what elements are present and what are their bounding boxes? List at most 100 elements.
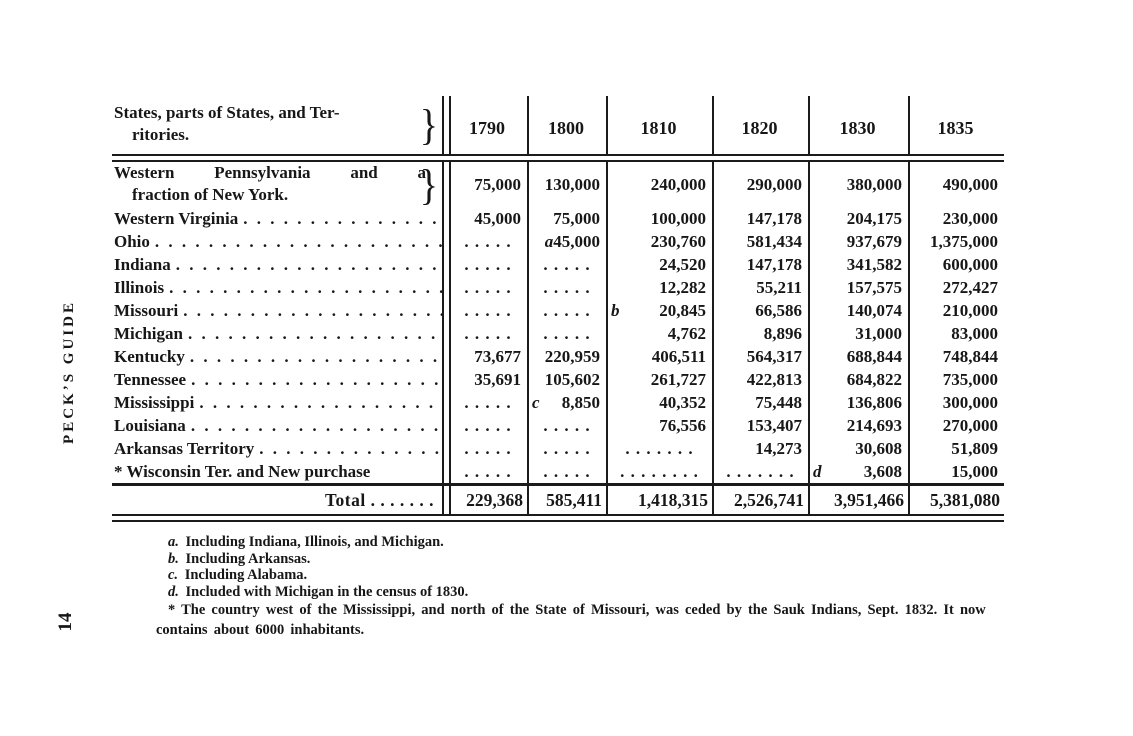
- label-text: Tennessee: [114, 370, 187, 389]
- dot-leader: . . . . . . . . . . . . . . . . . . . . …: [169, 278, 442, 297]
- table-cell: . . . . .: [527, 460, 606, 483]
- brace-glyph: }: [419, 162, 438, 207]
- table-cell: 30,608: [808, 437, 908, 460]
- table-cell: 937,679: [808, 230, 908, 253]
- table-cell: 581,434: [712, 230, 808, 253]
- table-cell: 157,575: [808, 276, 908, 299]
- footnote-star: * The country west of the Mississippi, a…: [156, 602, 986, 638]
- label-text: Indiana: [114, 255, 171, 274]
- table-cell: 40,352: [606, 391, 712, 414]
- row-label: Michigan. . . . . . . . . . . . . . . . …: [112, 322, 442, 345]
- brace-glyph: }: [419, 100, 438, 150]
- table-cell: 270,000: [908, 414, 1004, 437]
- table-cell: 1835: [908, 96, 1004, 154]
- table-cell: 688,844: [808, 345, 908, 368]
- table-cell: 5,381,080: [908, 486, 1004, 514]
- table-cell: 1,375,000: [908, 230, 1004, 253]
- table-cell: . . . . . . .: [712, 460, 808, 483]
- table-cell: . . . . .: [442, 322, 527, 345]
- footnotes: a. Including Indiana, Illinois, and Mich…: [156, 534, 994, 640]
- dot-leader: . . . . . . . . . . . . . . . . . . . . …: [243, 209, 442, 228]
- table-cell: . . . . . . . .: [606, 460, 712, 483]
- table-cell: 230,000: [908, 207, 1004, 230]
- table-cell: 130,000: [527, 162, 606, 207]
- table-cell: 490,000: [908, 162, 1004, 207]
- row-label: Missouri. . . . . . . . . . . . . . . . …: [112, 299, 442, 322]
- footnote-d: d. Included with Michigan in the census …: [168, 583, 469, 600]
- table-cell: 100,000: [606, 207, 712, 230]
- table-cell: . . . . .: [442, 253, 527, 276]
- footnote-a: a. Including Indiana, Illinois, and Mich…: [168, 534, 444, 550]
- table-cell: . . . . .: [442, 460, 527, 483]
- table-cell: 75,448: [712, 391, 808, 414]
- dot-leader: . . . . . . . . . . . . . . . . . . . . …: [189, 347, 442, 366]
- table-cell: 66,586: [712, 299, 808, 322]
- table-cell: 380,000: [808, 162, 908, 207]
- table-cell: 1830: [808, 96, 908, 154]
- label-text: Louisiana: [114, 416, 186, 435]
- table-cell: 220,959: [527, 345, 606, 368]
- label-text: Arkansas Territory: [114, 439, 255, 458]
- table-cell: 35,691: [442, 368, 527, 391]
- table-cell: 300,000: [908, 391, 1004, 414]
- table-header-label: States, parts of States, and Ter-ritorie…: [112, 96, 442, 154]
- table-cell: 272,427: [908, 276, 1004, 299]
- row-label: Tennessee. . . . . . . . . . . . . . . .…: [112, 368, 442, 391]
- total-label: Total . . . . . . .: [324, 490, 434, 510]
- table-cell: . . . . .: [527, 437, 606, 460]
- row-label: Kentucky. . . . . . . . . . . . . . . . …: [112, 345, 442, 368]
- header-divider-rule: [112, 154, 1004, 162]
- footnote-b: b. Including Arkansas.: [168, 550, 311, 567]
- cell-value: 20,845: [659, 301, 706, 320]
- footnote-c: c. Including Alabama.: [168, 567, 308, 584]
- table-cell: . . . . .: [527, 253, 606, 276]
- label-line-1: Western Pennsylvania and a: [114, 163, 426, 182]
- page-number: 14: [55, 612, 76, 632]
- row-label: Mississippi. . . . . . . . . . . . . . .…: [112, 391, 442, 414]
- table-cell: . . . . .: [442, 299, 527, 322]
- dot-leader: . . . . . . . . . . . . . . . . . . . . …: [190, 416, 442, 435]
- table-cell: 1800: [527, 96, 606, 154]
- table-cell: 24,520: [606, 253, 712, 276]
- cell-value: 3,608: [863, 462, 902, 481]
- table-cell: 15,000: [908, 460, 1004, 483]
- table-cell: . . . . . . .: [606, 437, 712, 460]
- table-cell: 406,511: [606, 345, 712, 368]
- table-cell: 240,000: [606, 162, 712, 207]
- table-cell: 261,727: [606, 368, 712, 391]
- table-cell: 45,000: [442, 207, 527, 230]
- table-cell: 290,000: [712, 162, 808, 207]
- table-cell: 8,896: [712, 322, 808, 345]
- footnote-mark: c.: [168, 567, 179, 584]
- table-cell: 31,000: [808, 322, 908, 345]
- label-text: Ohio: [114, 232, 150, 251]
- row-label: Louisiana. . . . . . . . . . . . . . . .…: [112, 414, 442, 437]
- dot-leader: . . . . . . . . . . . . . . . . . . . . …: [259, 439, 442, 458]
- footnote-ref: b: [611, 301, 620, 320]
- header-line-2: ritories.: [132, 125, 190, 144]
- table-cell: . . . . .: [527, 414, 606, 437]
- row-label: Illinois. . . . . . . . . . . . . . . . …: [112, 276, 442, 299]
- label-text: Illinois: [114, 278, 165, 297]
- table-cell: 204,175: [808, 207, 908, 230]
- footnote-ref: a: [544, 232, 554, 251]
- row-label: Western Pennsylvania and a fraction of Ne…: [112, 162, 442, 207]
- dot-leader: . . . . . . . . . . . . . . . . . . . . …: [199, 393, 442, 412]
- running-head: PECK’S GUIDE: [61, 300, 77, 444]
- cell-value: 8,850: [561, 393, 600, 412]
- table-cell: 147,178: [712, 253, 808, 276]
- dot-leader: . . . . . . . . . . . . . . . . . . . . …: [154, 232, 442, 251]
- dot-leader: . . . . . . . . . . . . . . . . . . . . …: [183, 301, 442, 320]
- table-cell: c 8,850: [527, 391, 606, 414]
- table-cell: a45,000: [527, 230, 606, 253]
- table-cell: d 3,608: [808, 460, 908, 483]
- table-cell: 564,317: [712, 345, 808, 368]
- census-table: States, parts of States, and Ter-ritorie…: [112, 96, 1004, 522]
- footnote-mark: a.: [168, 534, 179, 550]
- dot-leader: . . . . . . . . . . . . . . . . . . . . …: [187, 324, 442, 343]
- table-cell: 1790: [442, 96, 527, 154]
- table-cell: 12,282: [606, 276, 712, 299]
- table-cell: . . . . .: [442, 276, 527, 299]
- table-cell: 229,368: [442, 486, 527, 514]
- table-cell: 140,074: [808, 299, 908, 322]
